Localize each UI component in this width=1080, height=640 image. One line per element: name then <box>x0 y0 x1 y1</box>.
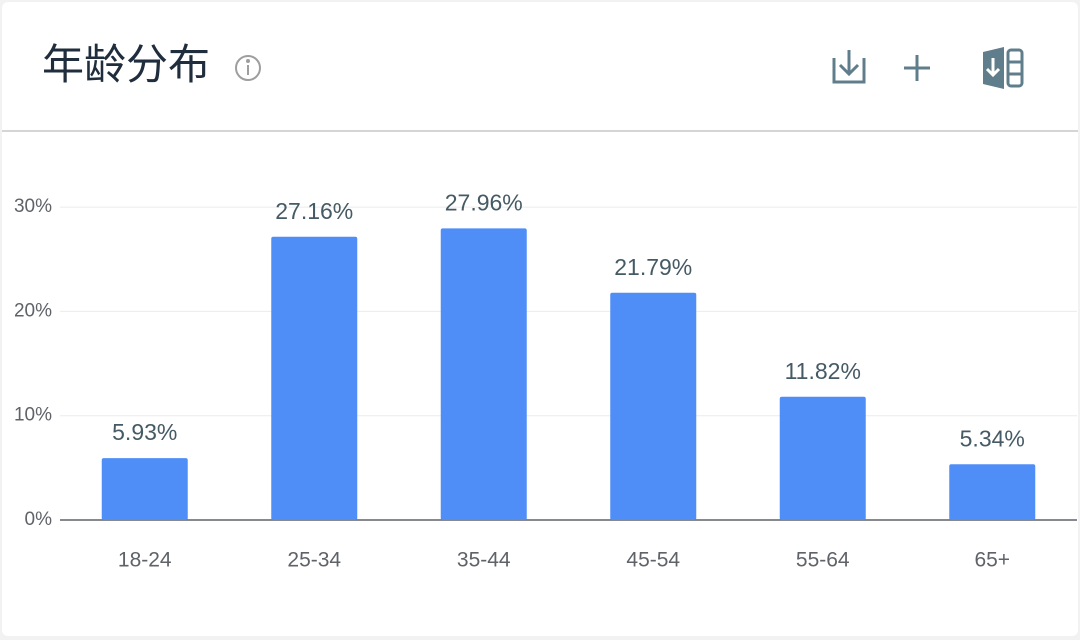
add-icon[interactable] <box>904 55 930 81</box>
download-icon[interactable] <box>832 50 866 84</box>
x-tick-label: 55-64 <box>796 549 850 572</box>
chart-title: 年龄分布 <box>42 41 210 88</box>
x-tick-label: 45-54 <box>626 549 680 572</box>
table-icon[interactable] <box>983 47 1024 89</box>
y-tick-label: 30% <box>14 196 52 217</box>
bar <box>610 292 697 520</box>
x-tick-label: 25-34 <box>287 549 341 572</box>
y-tick-label: 10% <box>14 405 52 426</box>
bar <box>440 228 527 520</box>
value-label: 27.96% <box>445 189 523 215</box>
bar <box>949 464 1036 520</box>
bar <box>271 236 358 520</box>
value-label: 5.93% <box>112 419 177 445</box>
y-tick-label: 20% <box>14 300 52 321</box>
value-label: 11.82% <box>785 358 861 384</box>
value-label: 27.16% <box>275 198 353 224</box>
value-label: 21.79% <box>614 254 692 280</box>
x-tick-label: 18-24 <box>118 549 172 572</box>
x-tick-label: 35-44 <box>457 549 511 572</box>
info-icon[interactable] <box>235 55 261 81</box>
bar <box>779 396 866 520</box>
bar <box>101 458 188 520</box>
x-tick-label: 65+ <box>974 549 1010 572</box>
y-tick-label: 0% <box>25 509 53 530</box>
value-label: 5.34% <box>960 425 1025 451</box>
